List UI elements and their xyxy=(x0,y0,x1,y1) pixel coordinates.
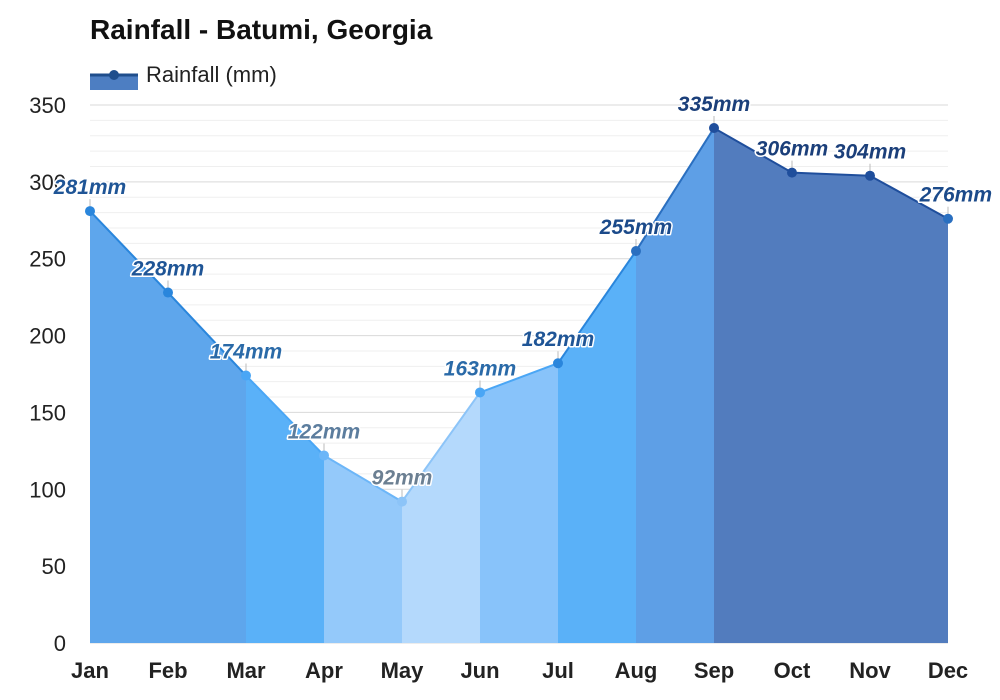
line-segment-jul xyxy=(557,250,637,364)
x-tick-label: Jun xyxy=(460,658,499,683)
y-tick-label: 100 xyxy=(29,477,66,502)
x-tick-label: Dec xyxy=(928,658,968,683)
data-point-dec xyxy=(943,213,953,224)
data-label-oct: 306mm xyxy=(756,138,828,161)
area-segment-oct xyxy=(792,172,870,644)
data-point-jun xyxy=(475,387,485,398)
line-layer xyxy=(89,127,949,503)
data-label-apr: 122mm xyxy=(288,420,360,443)
data-label-nov: 304mm xyxy=(834,141,906,164)
x-tick-label: Mar xyxy=(226,658,266,683)
area-layer xyxy=(90,128,948,644)
data-point-mar xyxy=(241,370,251,381)
legend-swatch-dot xyxy=(109,70,119,80)
line-segment-oct xyxy=(791,171,871,177)
data-point-feb xyxy=(163,287,173,298)
area-segment-mar xyxy=(246,375,324,643)
line-segment-may xyxy=(401,391,481,503)
data-point-may xyxy=(397,496,407,507)
data-label-jul: 182mm xyxy=(522,328,594,351)
y-tick-label: 150 xyxy=(29,400,66,425)
x-tick-label: Nov xyxy=(849,658,891,683)
line-segment-apr xyxy=(323,454,403,503)
y-tick-label: 50 xyxy=(42,554,66,579)
data-label-jun: 163mm xyxy=(444,357,516,380)
data-label-sep: 335mm xyxy=(678,93,750,116)
y-tick-label: 0 xyxy=(54,631,66,656)
x-tick-label: May xyxy=(381,658,425,683)
line-segment-mar xyxy=(245,374,325,457)
area-segment-sep xyxy=(714,128,792,644)
area-segment-nov xyxy=(870,175,948,644)
x-tick-label: Feb xyxy=(148,658,187,683)
chart-title: Rainfall - Batumi, Georgia xyxy=(90,14,433,45)
line-segment-jan xyxy=(89,210,169,294)
data-point-oct xyxy=(787,167,797,178)
area-segment-jul xyxy=(558,251,636,643)
x-tick-label: Oct xyxy=(774,658,811,683)
y-tick-label: 250 xyxy=(29,247,66,272)
data-label-mar: 174mm xyxy=(210,341,282,364)
x-tick-label: Apr xyxy=(305,658,343,683)
data-labels: 281mm 228mm 174mm 122mm 92mm 163mm 182mm 255mm 3… xyxy=(51,92,993,492)
data-point-jan xyxy=(85,206,95,217)
legend-swatch-fill xyxy=(90,75,138,90)
x-tick-label: Sep xyxy=(694,658,734,683)
line-segment-aug xyxy=(635,127,715,252)
y-tick-label: 300 xyxy=(29,170,66,195)
area-segment-aug xyxy=(636,128,714,644)
data-label-dec: 276mm xyxy=(919,184,992,207)
line-segment-jun xyxy=(479,362,559,394)
data-point-nov xyxy=(865,170,875,181)
line-segment-sep xyxy=(713,127,793,174)
y-tick-label: 350 xyxy=(29,93,66,118)
x-tick-label: Jan xyxy=(71,658,109,683)
area-segment-apr xyxy=(324,455,402,643)
area-segment-feb xyxy=(168,292,246,643)
area-segment-may xyxy=(402,392,480,643)
data-point-apr xyxy=(319,450,329,461)
x-tick-label: Aug xyxy=(615,658,658,683)
line-segment-nov xyxy=(869,174,949,220)
data-point-sep xyxy=(709,123,719,134)
area-segment-jun xyxy=(480,363,558,643)
legend-label[interactable]: Rainfall (mm) xyxy=(146,62,277,87)
y-tick-label: 200 xyxy=(29,324,66,349)
x-tick-label: Jul xyxy=(542,658,574,683)
data-label-may: 92mm xyxy=(372,467,433,490)
data-label-aug: 255mm xyxy=(599,216,672,239)
data-point-jul xyxy=(553,358,563,369)
data-label-jan: 281mm xyxy=(53,176,126,199)
area-segment-jan xyxy=(90,211,168,643)
x-axis-ticks: Jan Feb Mar Apr May Jun Jul Aug Sep Oct Nov Dec xyxy=(71,658,968,683)
marker-layer xyxy=(85,116,953,507)
line-segment-feb xyxy=(167,291,247,377)
data-label-feb: 228mm xyxy=(131,258,204,281)
data-point-aug xyxy=(631,246,641,257)
y-axis-ticks: 0 50 100 150 200 250 300 350 xyxy=(29,93,66,656)
legend-swatch-icon[interactable] xyxy=(90,60,138,90)
legend: Rainfall (mm) xyxy=(90,60,277,90)
